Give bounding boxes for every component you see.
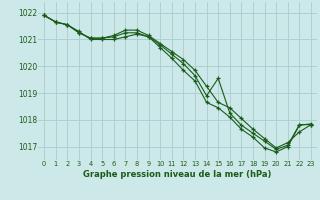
X-axis label: Graphe pression niveau de la mer (hPa): Graphe pression niveau de la mer (hPa) (84, 170, 272, 179)
